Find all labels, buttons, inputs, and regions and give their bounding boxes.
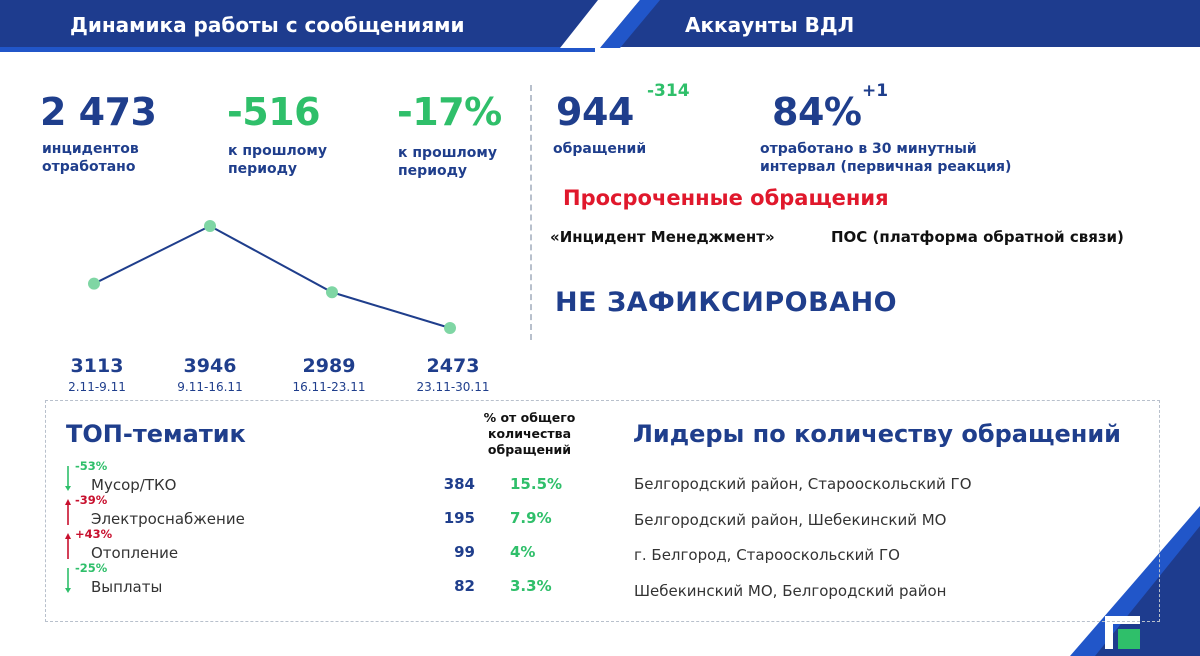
delta-abs-caption-line1: к прошлому xyxy=(228,143,327,159)
topic-change: +43% xyxy=(75,527,113,541)
reaction-change: +1 xyxy=(862,81,889,101)
delta-abs-caption-line2: периоду xyxy=(228,161,298,177)
topic-count: 195 xyxy=(443,509,475,527)
data-label: 2989 xyxy=(302,355,356,377)
appeals-value: 944 xyxy=(556,90,634,134)
topic-pct: 4% xyxy=(510,543,536,561)
topics-title: ТОП-тематик xyxy=(66,420,246,448)
topic-count: 384 xyxy=(443,475,475,493)
arrow-up-icon xyxy=(65,499,71,525)
reaction-caption-line1: отработано в 30 минутный xyxy=(760,141,977,157)
reaction-value: 84% xyxy=(772,90,862,134)
appeals-caption: обращений xyxy=(553,141,647,157)
leader-item: Белгородский район, Старооскольский ГО xyxy=(634,475,972,493)
incidents-caption: инцидентов отработано xyxy=(42,140,139,176)
data-point xyxy=(444,322,456,334)
dynamics-title: Динамика работы с сообщениями xyxy=(70,13,465,37)
topic-count: 99 xyxy=(454,543,475,561)
arrow-up-icon xyxy=(65,533,71,559)
corner-decoration xyxy=(1070,506,1200,656)
data-point xyxy=(326,286,338,299)
data-point xyxy=(88,277,100,290)
data-label: 3946 xyxy=(183,355,237,377)
topics-box xyxy=(45,400,1160,622)
topic-pct: 7.9% xyxy=(510,509,552,527)
data-label: 3113 xyxy=(70,355,124,377)
topic-row: +43% Отопление 99 4% xyxy=(60,527,620,564)
topic-row: -25% Выплаты 82 3.3% xyxy=(60,561,620,598)
reaction-caption-line2: интервал (первичная реакция) xyxy=(760,159,1012,175)
overdue-title: Просроченные обращения xyxy=(563,186,889,210)
topic-row: -53% Мусор/ТКО 384 15.5% xyxy=(60,459,620,496)
topic-change: -39% xyxy=(75,493,108,507)
arrow-down-icon xyxy=(65,466,71,491)
source-incident-management: «Инцидент Менеджмент» xyxy=(550,228,775,246)
appeals-change: -314 xyxy=(647,81,690,101)
topic-name: Выплаты xyxy=(91,578,163,596)
pct-header-line1: % от общего xyxy=(483,410,576,425)
incidents-caption-line2: отработано xyxy=(42,159,136,175)
delta-pct-caption-line2: периоду xyxy=(398,163,468,179)
delta-pct-caption: к прошлому периоду xyxy=(398,144,497,180)
vdl-accounts-title: Аккаунты ВДЛ xyxy=(685,13,855,37)
vertical-divider xyxy=(530,85,532,340)
header-band xyxy=(0,0,1200,52)
source-feedback-platform: ПОС (платформа обратной связи) xyxy=(831,228,1124,246)
tick-label: 16.11-23.11 xyxy=(292,380,366,394)
overdue-status: НЕ ЗАФИКСИРОВАНО xyxy=(555,287,898,318)
delta-pct-caption-line1: к прошлому xyxy=(398,145,497,161)
leader-item: Шебекинский МО, Белгородский район xyxy=(634,582,947,600)
arrow-down-icon xyxy=(65,568,71,593)
leaders-title: Лидеры по количеству обращений xyxy=(633,420,1121,448)
brand-logo-icon xyxy=(1105,616,1140,649)
pct-column-header: % от общего количества обращений xyxy=(462,410,597,458)
pct-header-line3: обращений xyxy=(487,442,572,457)
data-point xyxy=(204,220,216,232)
topic-count: 82 xyxy=(454,577,475,595)
series-line xyxy=(93,224,451,329)
data-label: 2473 xyxy=(426,355,480,377)
tick-label: 9.11-16.11 xyxy=(177,380,243,394)
topic-pct: 3.3% xyxy=(510,577,552,595)
leader-item: Белгородский район, Шебекинский МО xyxy=(634,511,947,529)
topic-change: -25% xyxy=(75,561,108,575)
topic-change: -53% xyxy=(75,459,108,473)
pct-header-line2: количества xyxy=(487,426,572,441)
topic-name: Отопление xyxy=(91,544,179,562)
delta-abs-caption: к прошлому периоду xyxy=(228,142,327,178)
incidents-value: 2 473 xyxy=(40,90,157,134)
topic-row: -39% Электроснабжение 195 7.9% xyxy=(60,493,620,530)
delta-pct-value: -17% xyxy=(397,90,502,134)
leader-item: г. Белгород, Старооскольский ГО xyxy=(634,546,900,564)
topic-pct: 15.5% xyxy=(510,475,563,493)
topic-name: Электроснабжение xyxy=(91,510,245,528)
tick-label: 2.11-9.11 xyxy=(68,380,126,394)
weekly-line-chart xyxy=(88,220,456,334)
delta-abs-value: -516 xyxy=(227,90,321,134)
topic-name: Мусор/ТКО xyxy=(91,476,177,494)
reaction-caption: отработано в 30 минутный интервал (перви… xyxy=(760,140,1011,176)
tick-label: 23.11-30.11 xyxy=(416,380,490,394)
incidents-caption-line1: инцидентов xyxy=(42,141,139,157)
